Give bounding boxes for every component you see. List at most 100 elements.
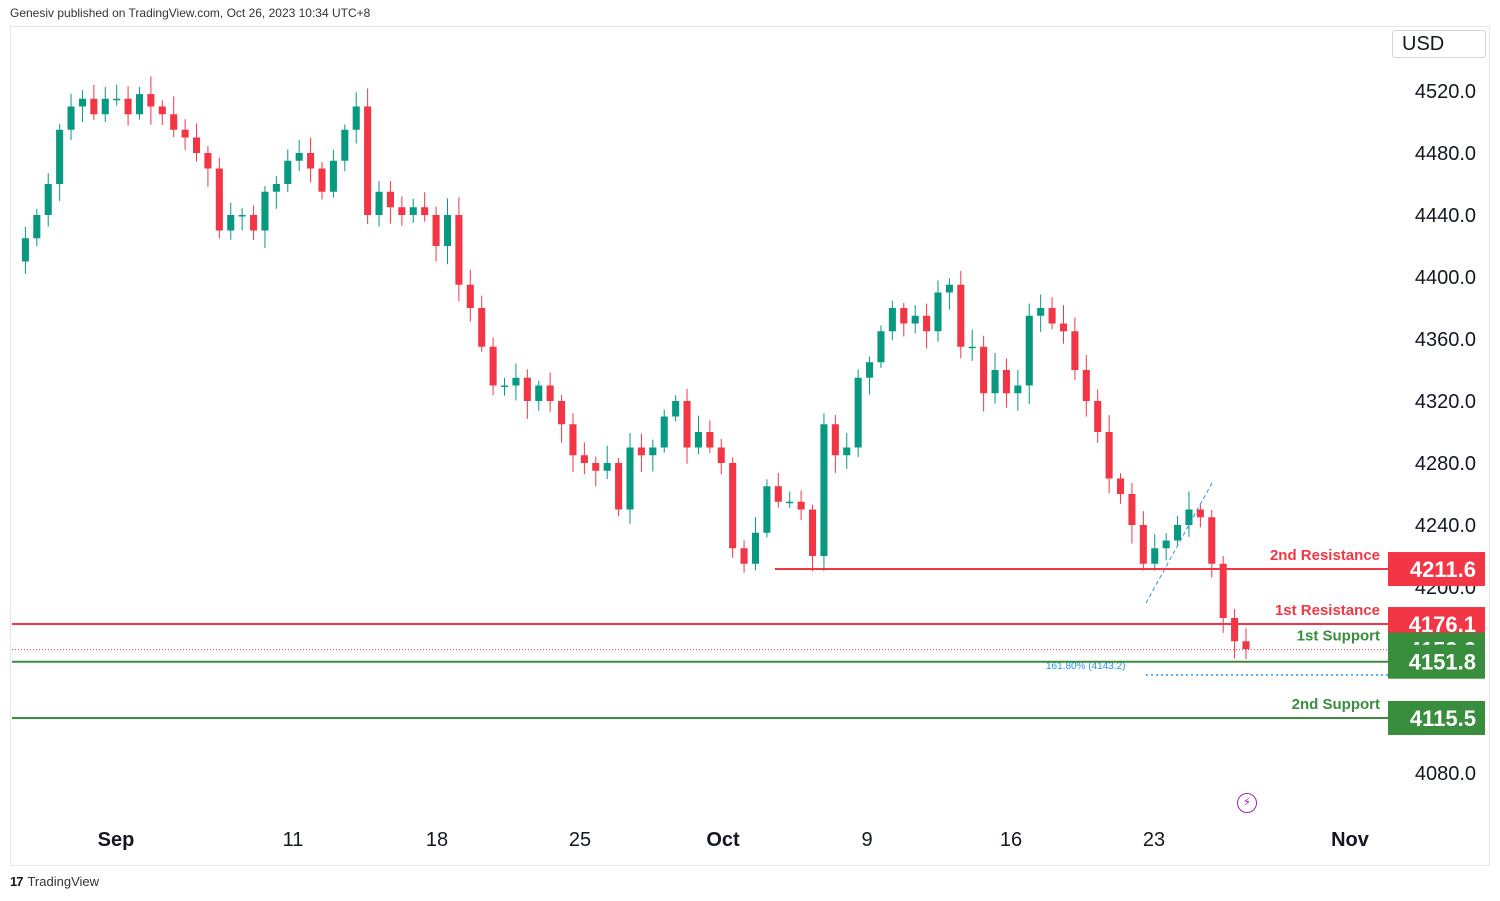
candle-body: [980, 346, 988, 394]
candle-body: [1128, 494, 1136, 525]
x-tick-label: 9: [861, 829, 872, 851]
price-badge: [1388, 644, 1485, 679]
x-tick-label: 11: [283, 829, 304, 851]
candle-body: [1208, 517, 1216, 564]
tradingview-brand[interactable]: 17 TradingView: [10, 874, 99, 889]
candle-body: [204, 153, 212, 169]
candle-body: [409, 207, 417, 215]
y-tick-label: 4480.0: [1415, 143, 1476, 165]
x-tick-label: 18: [426, 829, 448, 851]
candle-body: [1174, 525, 1182, 541]
candle-body: [466, 284, 474, 308]
candle-body: [854, 377, 862, 448]
candle-body: [615, 463, 623, 510]
y-tick-label: 4320.0: [1415, 391, 1476, 413]
candle-body: [124, 98, 132, 115]
candle-body: [56, 129, 64, 184]
candle-body: [729, 463, 737, 549]
candle-body: [78, 98, 86, 107]
candle-body: [672, 401, 680, 417]
candle-body: [1094, 401, 1102, 432]
candle-body: [934, 292, 942, 332]
brand-label: TradingView: [27, 874, 100, 889]
candle-body: [1139, 525, 1147, 564]
currency-selector[interactable]: USD: [1392, 30, 1486, 58]
x-tick-label: 25: [569, 829, 591, 851]
candle-body: [352, 106, 360, 130]
candle-body: [1196, 509, 1204, 518]
candle-body: [843, 447, 851, 456]
candle-body: [364, 106, 372, 215]
candle-body: [215, 168, 223, 231]
price-badge-label: 4151.8: [1409, 650, 1476, 675]
tradingview-logo-icon: 17: [10, 874, 24, 889]
candle-body: [284, 160, 292, 184]
x-tick-label: Oct: [706, 829, 740, 851]
candle-body: [386, 191, 394, 208]
chart-frame: [10, 26, 1490, 866]
candle-body: [523, 377, 531, 401]
level-label: 1st Resistance: [1275, 602, 1380, 619]
candle-body: [649, 447, 657, 456]
y-tick-label: 4080.0: [1415, 763, 1476, 785]
candle-body: [421, 207, 429, 215]
candle-body: [113, 98, 121, 101]
candle-body: [751, 532, 760, 564]
level-label: 2nd Resistance: [1270, 547, 1380, 564]
candle-body: [945, 284, 953, 293]
y-tick-label: 4280.0: [1415, 453, 1476, 475]
level-label: 2nd Support: [1292, 696, 1380, 713]
fib-trend-line: [1145, 482, 1213, 604]
x-tick-label: 23: [1143, 829, 1165, 851]
price-badge: [1388, 552, 1485, 587]
candle-body: [786, 501, 794, 504]
candle-body: [170, 114, 178, 130]
candle-body: [546, 385, 554, 401]
candle-body: [580, 455, 588, 463]
candle-body: [1071, 331, 1079, 370]
candle-body: [763, 486, 771, 533]
candle-body: [717, 447, 725, 463]
candle-body: [398, 207, 406, 215]
candle-body: [877, 331, 885, 363]
candle-body: [295, 153, 303, 161]
candle-body: [911, 315, 919, 324]
candle-body: [900, 308, 908, 324]
candle-body: [535, 385, 543, 401]
candle-body: [1231, 618, 1239, 642]
price-badge: [1388, 700, 1485, 735]
x-tick-label: Sep: [98, 829, 135, 851]
candle-body: [808, 509, 817, 556]
candle-body: [774, 486, 782, 502]
candle-body: [1219, 563, 1227, 618]
candle-body: [101, 98, 109, 115]
candle-body: [968, 346, 976, 349]
candle-body: [1116, 478, 1125, 494]
candle-body: [512, 377, 520, 386]
price-badge-label: 4115.5: [1410, 706, 1476, 731]
candle-body: [318, 168, 326, 192]
candle-body: [500, 385, 509, 387]
candle-body: [443, 215, 452, 246]
y-tick-label: 4240.0: [1415, 515, 1476, 537]
candle-body: [192, 137, 201, 153]
candle-body: [432, 215, 440, 246]
x-tick-label: 16: [1000, 829, 1022, 851]
candle-body: [341, 129, 349, 161]
candle-body: [706, 432, 714, 448]
candle-body: [1025, 315, 1033, 386]
candle-body: [1059, 323, 1068, 332]
candle-body: [888, 308, 896, 332]
candle-body: [1048, 308, 1056, 324]
y-tick-label: 4360.0: [1415, 329, 1476, 351]
candle-body: [307, 153, 315, 169]
lightning-icon[interactable]: ⚡: [1237, 793, 1257, 813]
candle-body: [90, 98, 98, 115]
candle-body: [831, 424, 839, 456]
price-badge-label: 4211.6: [1410, 557, 1476, 582]
candle-body: [250, 215, 258, 231]
candle-body: [272, 184, 280, 192]
candle-body: [1002, 370, 1010, 394]
fib-extension-label: 161.80% (4143.2): [1046, 661, 1126, 672]
